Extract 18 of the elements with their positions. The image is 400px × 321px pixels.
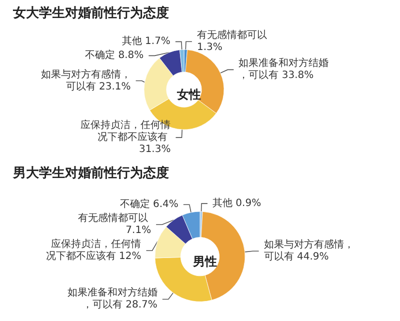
slice-label: 如果准备和对方结婚，可以有 28.7% <box>67 286 158 311</box>
slice-label: 应保持贞洁，任何情况下都不应该有 12% <box>46 238 142 262</box>
slice-label: 有无感情都可以 <box>78 212 152 224</box>
slice-label: 如果与对方有感情，可以有 44.9% <box>264 238 354 263</box>
text: 女性 <box>176 88 201 102</box>
text: 男性 <box>192 254 217 269</box>
slice-label: 不确定 8.8% <box>85 49 144 62</box>
slice-label: 不确定 6.4% <box>120 198 178 210</box>
slice-label: 如果准备和对方结婚，可以有 33.8% <box>238 57 329 82</box>
chart-title: 女大学生对婚前性行为态度 <box>12 5 169 21</box>
data-label: 1.3% <box>196 42 222 54</box>
chart-title: 男大学生对婚前性行为态度 <box>12 165 169 181</box>
data-label: 31.3% <box>138 144 171 156</box>
slice-label: 如果与对方有感情，可以有 23.1% <box>40 68 131 92</box>
slice-label: 有无感情都可以 <box>196 29 270 42</box>
slice-label: 其他 0.9% <box>212 197 262 210</box>
slice-label: 其他 1.7% <box>122 35 170 48</box>
data-label: 7.1% <box>126 225 152 236</box>
